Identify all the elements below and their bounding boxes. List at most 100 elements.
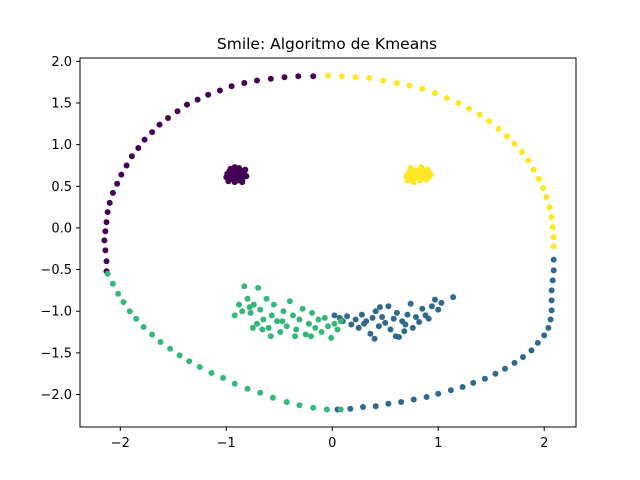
point-cluster-3-4 (380, 77, 387, 84)
point-cluster-1-18 (534, 339, 541, 346)
point-cluster-2-57 (231, 312, 238, 319)
point-cluster-1-57 (425, 315, 432, 322)
point-cluster-0-21 (205, 91, 212, 98)
point-cluster-1-26 (550, 267, 557, 274)
point-cluster-3-3 (366, 75, 373, 81)
point-cluster-1-14 (502, 365, 508, 372)
point-cluster-1-32 (348, 321, 355, 328)
x-tick-label: 0 (328, 436, 336, 451)
point-cluster-1-25 (549, 277, 556, 284)
point-cluster-2-60 (246, 304, 253, 311)
point-cluster-1-23 (548, 297, 555, 304)
point-cluster-0-2 (102, 247, 109, 254)
point-cluster-1-7 (423, 394, 430, 400)
point-cluster-3-0 (325, 72, 331, 79)
point-cluster-2-6 (140, 324, 147, 330)
chart-title: Smile: Algoritmo de Kmeans (217, 35, 437, 53)
point-cluster-2-26 (247, 309, 254, 316)
point-cluster-1-5 (398, 399, 405, 405)
point-cluster-3-1 (338, 73, 345, 80)
point-cluster-2-11 (186, 358, 193, 365)
point-cluster-0-59 (239, 179, 246, 186)
point-cluster-1-15 (511, 359, 518, 366)
point-cluster-1-51 (407, 300, 414, 307)
point-cluster-3-9 (443, 95, 450, 101)
point-cluster-0-22 (216, 87, 223, 94)
point-cluster-0-13 (135, 145, 142, 151)
point-cluster-1-63 (371, 335, 378, 342)
y-tick-label: 0.0 (51, 221, 72, 236)
point-cluster-2-61 (267, 333, 274, 340)
point-cluster-0-54 (230, 176, 237, 183)
point-cluster-3-14 (495, 125, 502, 132)
point-cluster-3-56 (427, 171, 434, 178)
point-cluster-2-58 (236, 301, 242, 308)
point-cluster-2-49 (318, 329, 325, 335)
point-cluster-0-20 (194, 96, 201, 103)
point-cluster-3-22 (543, 194, 550, 201)
point-cluster-1-2 (360, 404, 366, 410)
point-cluster-0-48 (225, 178, 232, 185)
point-cluster-2-17 (257, 389, 264, 396)
y-tick-label: 1.0 (51, 138, 72, 153)
point-cluster-2-33 (268, 312, 275, 319)
point-cluster-1-55 (419, 305, 426, 312)
point-cluster-1-20 (545, 324, 552, 331)
point-cluster-2-3 (120, 299, 127, 306)
data-points (101, 72, 557, 413)
point-cluster-1-60 (435, 306, 442, 313)
point-cluster-1-16 (520, 354, 526, 360)
point-cluster-2-35 (274, 318, 281, 325)
point-cluster-1-21 (547, 316, 554, 323)
point-cluster-2-48 (315, 316, 322, 323)
point-cluster-2-54 (334, 326, 341, 333)
point-cluster-3-25 (549, 224, 556, 231)
point-cluster-2-43 (299, 305, 306, 312)
point-cluster-0-27 (281, 74, 288, 81)
y-tick-label: −2.0 (40, 388, 72, 403)
point-cluster-3-57 (407, 171, 414, 178)
point-cluster-2-32 (265, 324, 272, 331)
y-tick-label: 2.0 (51, 55, 72, 70)
point-cluster-1-27 (550, 256, 557, 263)
point-cluster-2-46 (309, 309, 316, 316)
point-cluster-2-66 (249, 324, 256, 331)
point-cluster-2-9 (167, 345, 174, 352)
point-cluster-1-50 (404, 311, 411, 318)
point-cluster-3-52 (416, 173, 423, 180)
point-cluster-3-21 (540, 184, 547, 191)
point-cluster-2-16 (244, 385, 251, 392)
point-cluster-1-22 (548, 307, 555, 314)
point-cluster-2-4 (126, 308, 133, 315)
point-cluster-2-10 (176, 352, 183, 359)
x-tick-label: 2 (540, 436, 548, 451)
point-cluster-1-9 (447, 387, 454, 394)
point-cluster-1-54 (416, 319, 423, 325)
point-cluster-0-4 (102, 228, 109, 235)
point-cluster-3-17 (518, 149, 525, 156)
point-cluster-1-49 (402, 321, 409, 328)
point-cluster-0-56 (242, 166, 249, 173)
point-cluster-2-63 (308, 333, 314, 340)
point-cluster-0-29 (310, 73, 317, 80)
point-cluster-1-8 (435, 390, 442, 397)
point-cluster-2-44 (302, 331, 309, 338)
point-cluster-3-7 (419, 85, 426, 92)
point-cluster-3-11 (466, 105, 472, 112)
point-cluster-0-28 (295, 73, 302, 80)
point-cluster-2-64 (279, 318, 286, 325)
point-cluster-1-45 (390, 315, 397, 322)
y-tick-label: −1.0 (40, 305, 72, 320)
point-cluster-3-19 (530, 166, 537, 173)
point-cluster-1-24 (548, 287, 555, 294)
point-cluster-1-31 (344, 313, 351, 320)
point-cluster-0-14 (141, 136, 148, 143)
point-cluster-1-41 (379, 314, 386, 320)
y-tick-label: 1.5 (51, 96, 72, 111)
point-cluster-0-25 (254, 77, 260, 84)
point-cluster-2-18 (269, 394, 276, 401)
point-cluster-3-10 (455, 100, 462, 106)
point-cluster-1-39 (372, 308, 379, 315)
point-cluster-3-8 (432, 90, 438, 96)
point-cluster-1-19 (541, 332, 548, 339)
